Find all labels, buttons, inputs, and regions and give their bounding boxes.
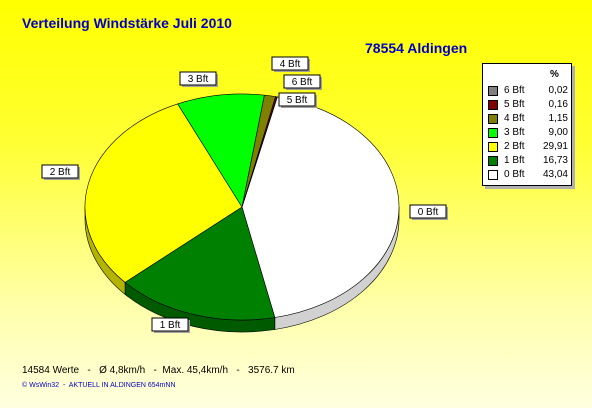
chart-title: Verteilung Windstärke Juli 2010 xyxy=(22,15,232,31)
legend-label: 2 Bft xyxy=(504,141,525,152)
pie-slice-6-bft xyxy=(241,96,278,208)
slice-label-text: 1 Bft xyxy=(160,320,181,331)
slice-label: 5 Bft xyxy=(278,92,317,108)
slice-label-box xyxy=(41,164,79,179)
legend-item: 6 Bft 0,02 xyxy=(488,84,570,97)
legend-item: 4 Bft 1,15 xyxy=(488,112,570,125)
legend-swatch xyxy=(488,169,498,180)
slice-label-box xyxy=(278,92,316,107)
legend-value: 9,00 xyxy=(548,127,568,138)
slice-labels: 0 Bft 1 Bft 2 Bft 3 Bft 4 Bft 5 Bft 6 Bft xyxy=(41,56,448,333)
legend-value: 29,91 xyxy=(542,141,568,152)
legend-label: 3 Bft xyxy=(504,127,525,138)
legend-header: % xyxy=(550,69,559,80)
footer-stats: 14584 Werte - Ø 4,8km/h - Max. 45,4km/h … xyxy=(22,365,295,376)
legend-swatch xyxy=(488,85,498,96)
legend-label: 6 Bft xyxy=(504,85,525,96)
pie-slice-0-bft xyxy=(241,96,400,318)
legend: % 6 Bft 0,02 5 Bft 0,16 4 Bft 1,15 3 Bft 9,00 2 … xyxy=(482,63,572,186)
legend-item: 3 Bft 9,00 xyxy=(488,126,570,139)
slice-label: 4 Bft xyxy=(271,56,310,72)
chart-subtitle: 78554 Aldingen xyxy=(365,40,468,56)
legend-item: 5 Bft 0,16 xyxy=(488,98,570,111)
legend-label: 5 Bft xyxy=(504,99,525,110)
legend-value: 1,15 xyxy=(548,113,568,124)
slice-label-text: 4 Bft xyxy=(280,59,301,70)
pie-slice-1-bft xyxy=(124,206,276,321)
slice-label-box xyxy=(151,317,189,332)
slice-label-box xyxy=(271,56,309,71)
slice-label: 6 Bft xyxy=(283,74,322,90)
slice-label: 3 Bft xyxy=(179,71,218,87)
legend-swatch xyxy=(488,127,498,138)
slice-label: 1 Bft xyxy=(151,317,190,333)
legend-item: 1 Bft 16,73 xyxy=(488,154,570,167)
pie-slice-3-bft xyxy=(177,93,265,208)
slice-label: 2 Bft xyxy=(41,164,80,180)
legend-label: 4 Bft xyxy=(504,113,525,124)
slice-label-box xyxy=(179,71,217,86)
slice-label-text: 5 Bft xyxy=(287,95,308,106)
legend-item: 0 Bft 43,04 xyxy=(488,168,570,181)
pie-slice-2-bft xyxy=(84,103,243,283)
legend-swatch xyxy=(488,99,498,110)
legend-item: 2 Bft 29,91 xyxy=(488,140,570,153)
legend-value: 43,04 xyxy=(542,169,568,180)
slice-label-text: 0 Bft xyxy=(418,207,439,218)
legend-value: 0,02 xyxy=(548,85,568,96)
legend-swatch xyxy=(488,113,498,124)
slice-label: 0 Bft xyxy=(409,204,448,220)
legend-label: 0 Bft xyxy=(504,169,525,180)
legend-swatch xyxy=(488,155,498,166)
slice-label-box xyxy=(409,204,447,219)
legend-value: 16,73 xyxy=(542,155,568,166)
slice-label-box xyxy=(283,74,321,89)
pie-top xyxy=(84,93,400,321)
legend-value: 0,16 xyxy=(548,99,568,110)
legend-label: 1 Bft xyxy=(504,155,525,166)
credit-line: © WsWin32 - AKTUELL IN ALDINGEN 654mNN xyxy=(22,382,176,389)
slice-label-text: 3 Bft xyxy=(188,74,209,85)
legend-swatch xyxy=(488,141,498,152)
slice-label-text: 2 Bft xyxy=(50,167,71,178)
slice-label-text: 6 Bft xyxy=(292,77,313,88)
